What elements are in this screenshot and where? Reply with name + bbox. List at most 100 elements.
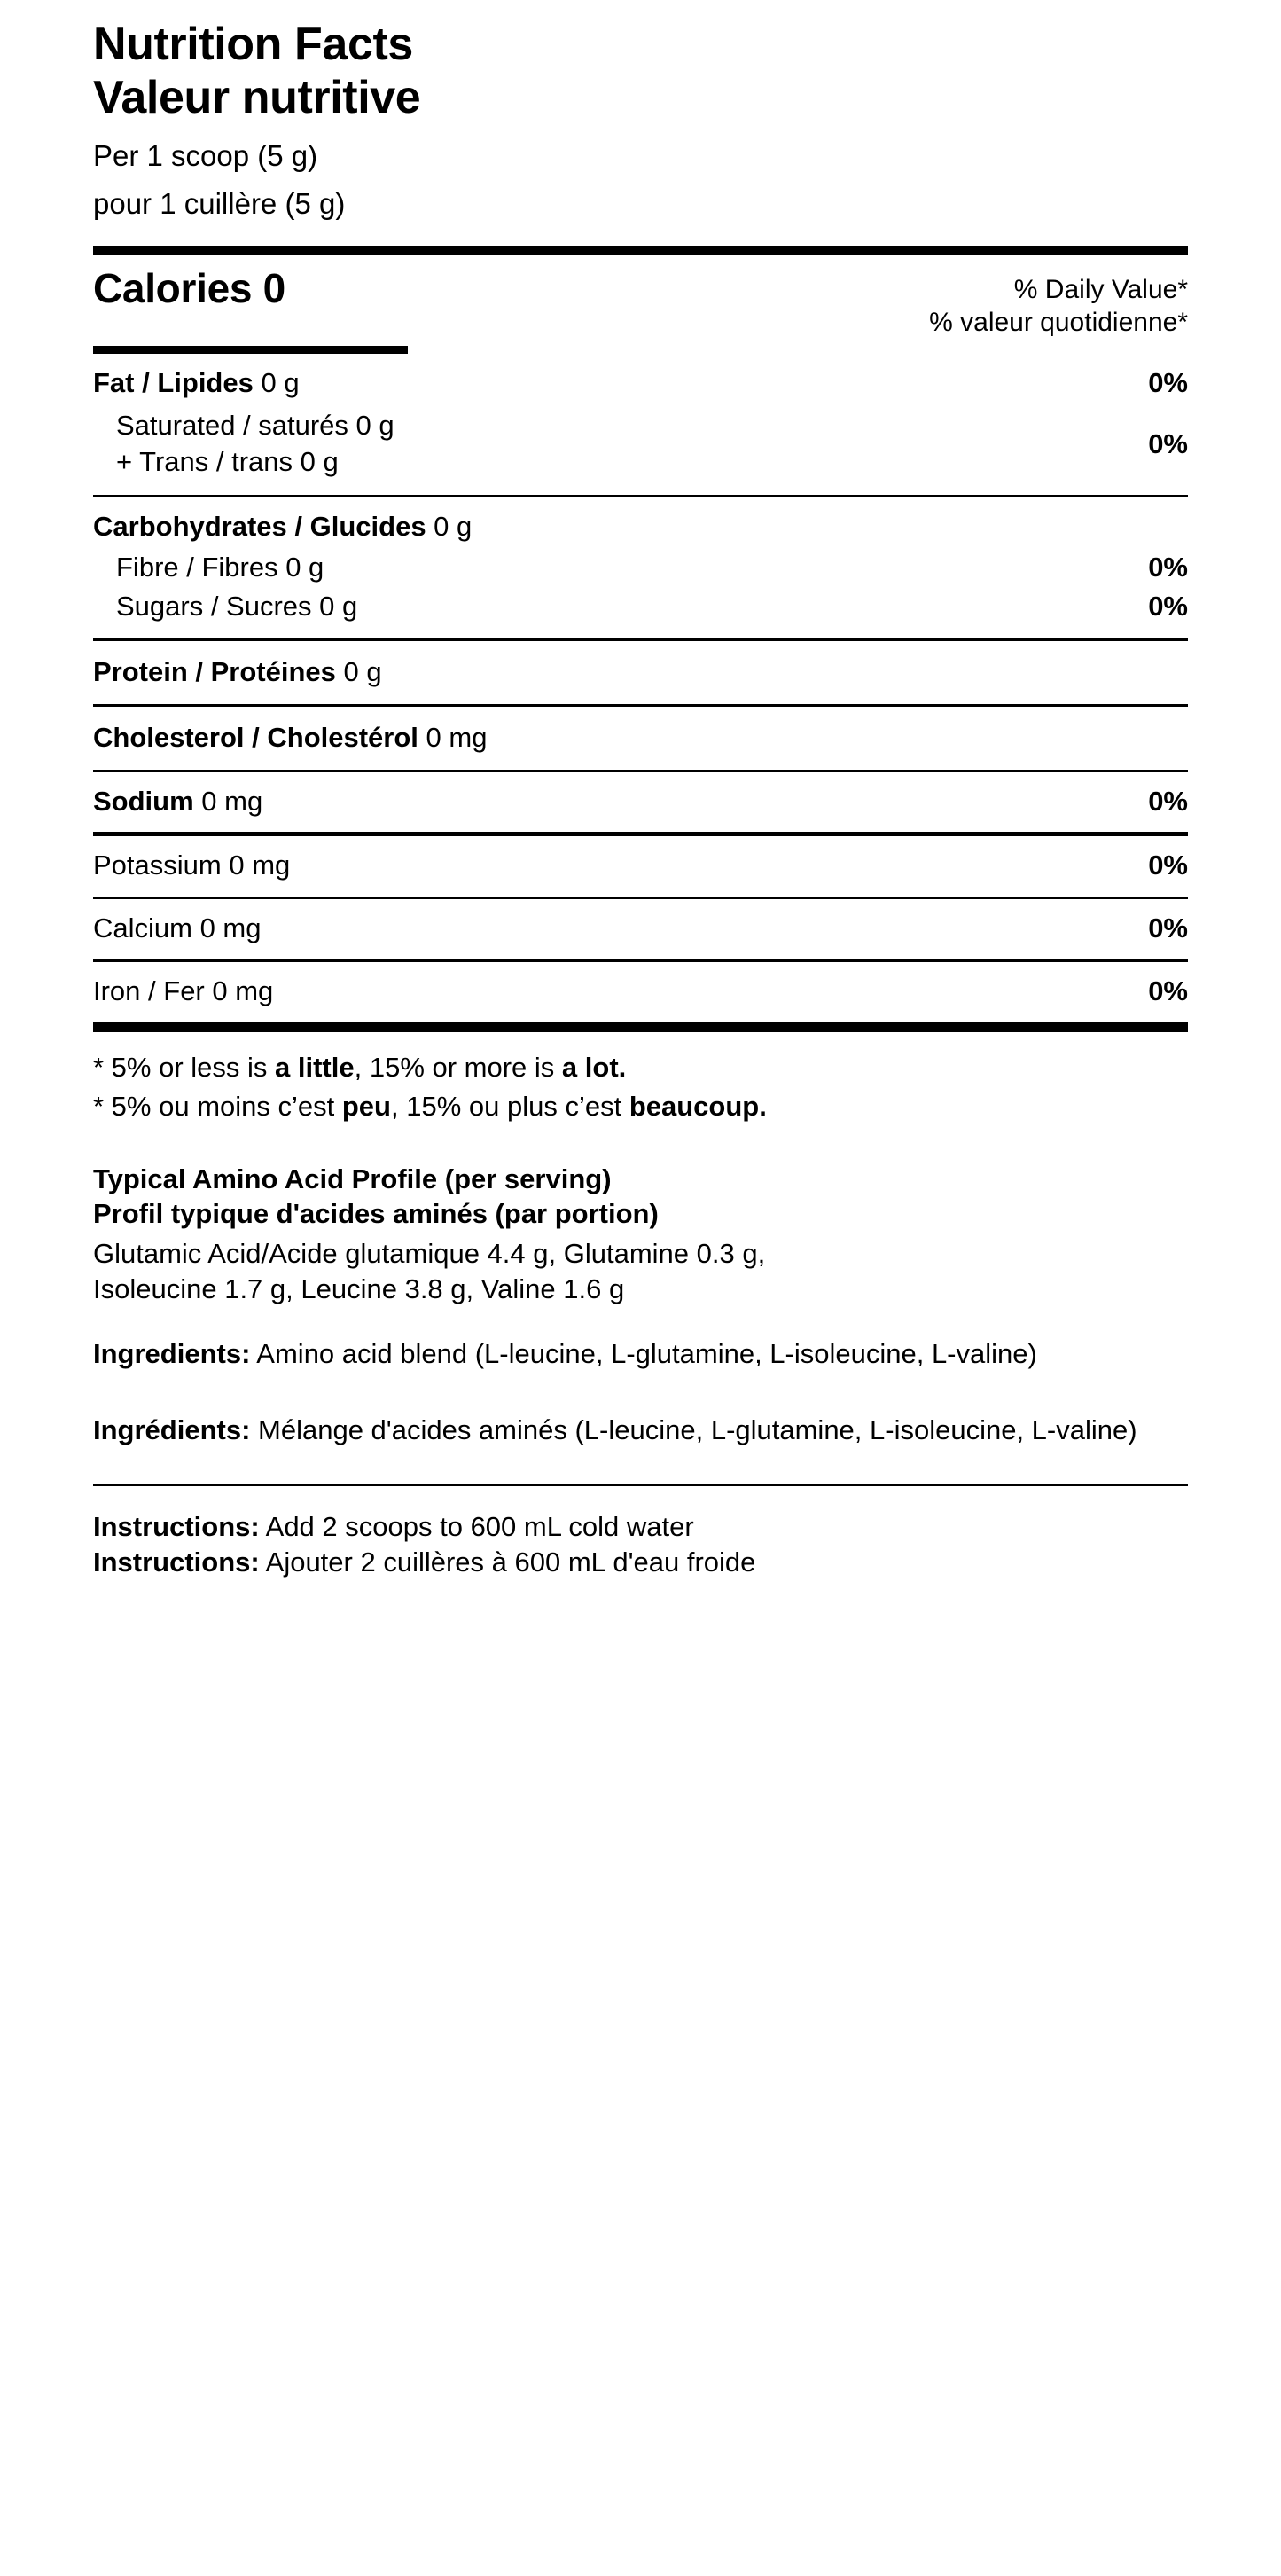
footnote-en-bold1: a little — [275, 1051, 355, 1083]
divider-thick-footnotes — [93, 1022, 1188, 1032]
potassium-name: Potassium 0 mg — [93, 850, 291, 881]
potassium-percent: 0% — [1148, 850, 1188, 881]
fibre-row: Fibre / Fibres 0 g 0% — [93, 551, 1188, 585]
fat-name: Fat / Lipides 0 g — [93, 366, 300, 401]
divider-after-cholesterol — [93, 769, 1188, 772]
sodium-name: Sodium 0 mg — [93, 785, 262, 819]
fat-percent: 0% — [1148, 367, 1188, 399]
sugars-name: Sugars / Sucres 0 g — [116, 591, 358, 622]
cholesterol-row: Cholesterol / Cholestérol 0 mg — [93, 721, 1188, 756]
saturated-fat-row: Saturated / saturés 0 g — [116, 410, 394, 442]
fat-sub-group: Saturated / saturés 0 g + Trans / trans … — [93, 408, 1188, 481]
footnote-fr-part2: , 15% ou plus c’est — [390, 1090, 629, 1122]
instructions-en-text: Add 2 scoops to 600 mL cold water — [259, 1510, 694, 1542]
footnotes: * 5% or less is a little, 15% or more is… — [93, 1032, 1188, 1126]
serving-size-fr: pour 1 cuillère (5 g) — [93, 187, 346, 221]
daily-value-header-fr: % valeur quotidienne* — [929, 307, 1188, 337]
protein-amount: 0 g — [335, 656, 382, 688]
ingredients-en-text: Amino acid blend (L-leucine, L-glutamine… — [250, 1338, 1037, 1370]
footnote-fr: * 5% ou moins c’est peu, 15% ou plus c’e… — [93, 1087, 1188, 1126]
divider-before-instructions — [93, 1483, 1188, 1486]
protein-name: Protein / Protéines 0 g — [93, 655, 382, 690]
iron-name: Iron / Fer 0 mg — [93, 975, 274, 1006]
ingredients-en-label: Ingredients: — [93, 1338, 251, 1370]
protein-label: Protein / Protéines — [93, 656, 336, 688]
nutrition-facts-label: Nutrition Facts Valeur nutritive Per 1 s… — [93, 0, 1188, 1580]
iron-percent: 0% — [1148, 975, 1188, 1006]
divider-after-sodium — [93, 832, 1188, 837]
calories-row: Calories 0 % Daily Value* % valeur quoti… — [93, 255, 1188, 339]
serving-size-en: Per 1 scoop (5 g) — [93, 139, 318, 173]
sodium-label: Sodium — [93, 785, 194, 817]
footnote-en: * 5% or less is a little, 15% or more is… — [93, 1048, 1188, 1087]
cholesterol-name: Cholesterol / Cholestérol 0 mg — [93, 721, 487, 756]
amino-acid-profile: Typical Amino Acid Profile (per serving)… — [93, 1162, 1188, 1307]
trans-fat-row: + Trans / trans 0 g — [116, 446, 339, 478]
divider-thick-top — [93, 246, 1188, 256]
iron-row: Iron / Fer 0 mg 0% — [93, 975, 1188, 1009]
calories-value: Calories 0 — [93, 265, 285, 312]
instructions-fr-text: Ajouter 2 cuillères à 600 mL d'eau froid… — [259, 1546, 756, 1578]
fibre-percent: 0% — [1148, 551, 1188, 583]
fat-label: Fat / Lipides — [93, 367, 254, 399]
calcium-row: Calcium 0 mg 0% — [93, 912, 1188, 946]
carbohydrates-group: Carbohydrates / Glucides 0 g Fibre / Fib… — [93, 497, 1188, 638]
saturated-trans-percent: 0% — [1148, 428, 1188, 460]
sugars-row: Sugars / Sucres 0 g 0% — [93, 590, 1188, 624]
divider-after-potassium — [93, 897, 1188, 900]
instructions-en: Instructions: Add 2 scoops to 600 mL col… — [93, 1509, 1188, 1545]
fat-group: Fat / Lipides 0 g 0% Saturated / saturés… — [93, 354, 1188, 495]
cholesterol-amount: 0 mg — [418, 721, 488, 753]
sodium-percent: 0% — [1148, 785, 1188, 817]
footnote-fr-part1: * 5% ou moins c’est — [93, 1090, 342, 1122]
daily-value-header: % Daily Value* % valeur quotidienne* — [929, 266, 1188, 339]
amino-heading-fr: Profil typique d'acides aminés (par port… — [93, 1198, 659, 1230]
amino-values-line2: Isoleucine 1.7 g, Leucine 3.8 g, Valine … — [93, 1272, 625, 1304]
fibre-name: Fibre / Fibres 0 g — [116, 551, 324, 583]
page-title: Nutrition Facts — [93, 19, 413, 70]
fat-sub-lines: Saturated / saturés 0 g + Trans / trans … — [93, 408, 394, 481]
page-title-fr: Valeur nutritive — [93, 72, 421, 124]
ingredients-fr: Ingrédients: Mélange d'acides aminés (L-… — [93, 1413, 1188, 1448]
cholesterol-label: Cholesterol / Cholestérol — [93, 721, 418, 753]
footnote-fr-bold1: peu — [341, 1090, 391, 1122]
carbohydrates-label: Carbohydrates / Glucides — [93, 510, 426, 542]
ingredients-fr-label: Ingrédients: — [93, 1414, 251, 1446]
instructions-en-label: Instructions: — [93, 1510, 260, 1542]
protein-group: Protein / Protéines 0 g — [93, 641, 1188, 704]
carbohydrates-row: Carbohydrates / Glucides 0 g — [93, 510, 1188, 544]
footnote-en-bold2: a lot. — [561, 1051, 627, 1083]
calcium-name: Calcium 0 mg — [93, 912, 262, 944]
sodium-amount: 0 mg — [193, 785, 263, 817]
footnote-en-part1: * 5% or less is — [93, 1051, 276, 1083]
divider-after-carbohydrates — [93, 638, 1188, 642]
footnote-fr-bold2: beaucoup. — [629, 1090, 767, 1122]
fat-amount: 0 g — [253, 367, 300, 399]
potassium-group: Potassium 0 mg 0% — [93, 836, 1188, 897]
amino-values-line1: Glutamic Acid/Acide glutamique 4.4 g, Gl… — [93, 1238, 766, 1270]
daily-value-header-en: % Daily Value* — [1013, 275, 1188, 305]
instructions: Instructions: Add 2 scoops to 600 mL col… — [93, 1509, 1188, 1581]
protein-row: Protein / Protéines 0 g — [93, 655, 1188, 690]
potassium-row: Potassium 0 mg 0% — [93, 849, 1188, 883]
iron-group: Iron / Fer 0 mg 0% — [93, 962, 1188, 1022]
sugars-percent: 0% — [1148, 591, 1188, 622]
divider-after-fat — [93, 494, 1188, 497]
carbohydrates-amount: 0 g — [426, 510, 473, 542]
instructions-fr: Instructions: Ajouter 2 cuillères à 600 … — [93, 1545, 1188, 1580]
instructions-fr-label: Instructions: — [93, 1546, 260, 1578]
calcium-group: Calcium 0 mg 0% — [93, 899, 1188, 959]
calories-underline — [93, 346, 408, 355]
ingredients-fr-text: Mélange d'acides aminés (L-leucine, L-gl… — [250, 1414, 1137, 1446]
divider-after-calcium — [93, 959, 1188, 962]
footnote-en-part2: , 15% or more is — [354, 1051, 562, 1083]
ingredients-en: Ingredients: Amino acid blend (L-leucine… — [93, 1336, 1188, 1372]
divider-after-protein — [93, 703, 1188, 707]
sodium-row: Sodium 0 mg 0% — [93, 785, 1188, 819]
calcium-percent: 0% — [1148, 912, 1188, 944]
fat-row: Fat / Lipides 0 g 0% — [93, 366, 1188, 401]
sodium-group: Sodium 0 mg 0% — [93, 772, 1188, 833]
cholesterol-group: Cholesterol / Cholestérol 0 mg — [93, 707, 1188, 770]
carbohydrates-name: Carbohydrates / Glucides 0 g — [93, 510, 472, 544]
amino-heading-en: Typical Amino Acid Profile (per serving) — [93, 1163, 612, 1194]
